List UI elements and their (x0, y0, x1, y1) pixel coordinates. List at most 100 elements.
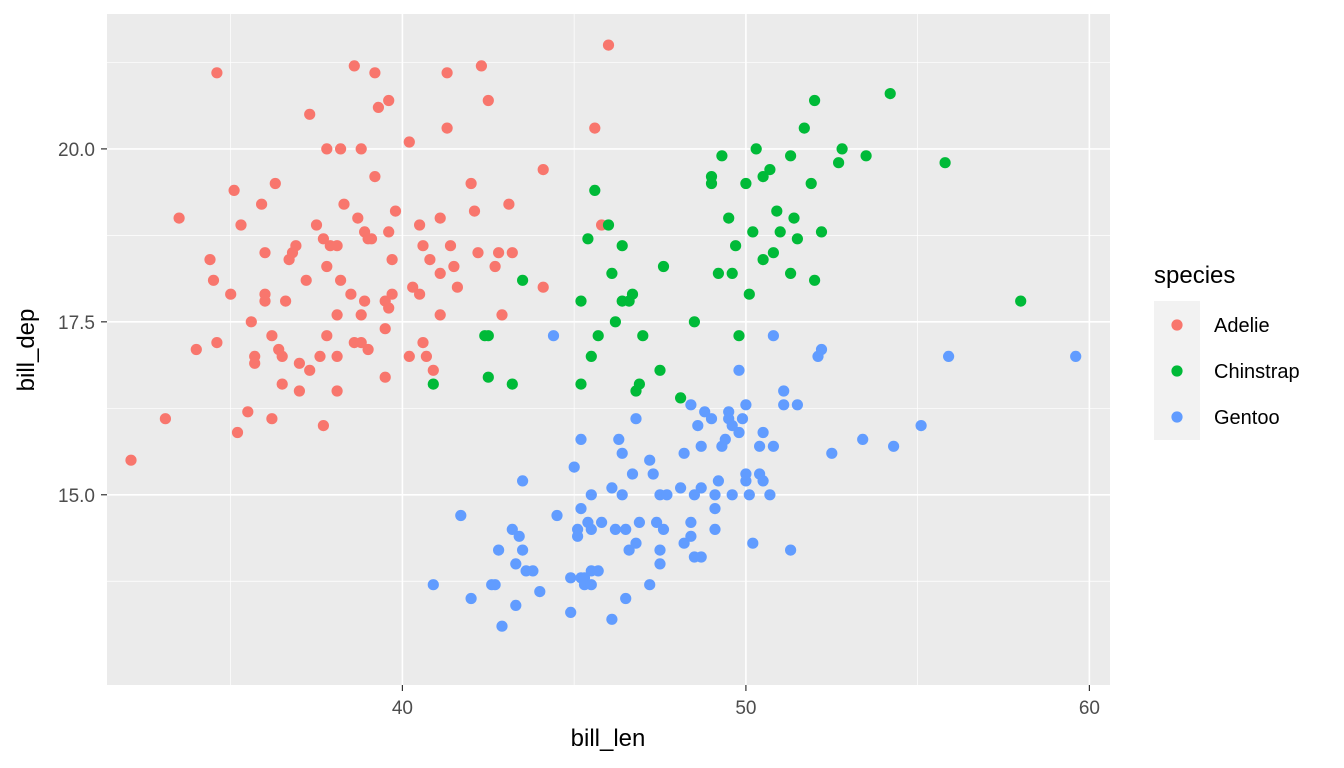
data-point (455, 509, 467, 522)
data-point (585, 579, 597, 591)
data-point (596, 516, 608, 529)
data-point (726, 420, 738, 432)
data-point (791, 233, 804, 245)
data-point (441, 67, 453, 79)
data-point (496, 620, 508, 632)
data-point (547, 330, 560, 342)
data-point (767, 247, 780, 259)
data-point (506, 247, 518, 259)
data-point (764, 164, 776, 176)
data-point (1070, 350, 1082, 362)
data-point (331, 309, 343, 321)
data-point (468, 205, 481, 217)
data-point (534, 586, 546, 598)
data-point (678, 537, 690, 549)
data-point (369, 171, 381, 183)
data-point (709, 489, 721, 501)
data-point (688, 489, 701, 501)
data-point (575, 503, 587, 515)
data-point (609, 523, 622, 536)
data-point (815, 343, 828, 356)
data-point (517, 544, 529, 556)
data-point (633, 516, 646, 529)
data-point (355, 337, 367, 349)
data-point (613, 433, 625, 445)
data-point (414, 219, 426, 231)
data-point (943, 350, 955, 362)
data-point (685, 530, 697, 542)
data-point (705, 413, 718, 425)
data-point (757, 475, 769, 487)
data-point (705, 177, 718, 190)
data-point (293, 385, 305, 397)
data-point (211, 67, 223, 79)
data-point (414, 288, 426, 300)
data-point (798, 122, 810, 134)
data-point (1015, 295, 1027, 307)
data-point (616, 489, 628, 501)
data-point (235, 219, 247, 231)
data-point (884, 88, 896, 100)
data-point (589, 122, 601, 134)
data-point (335, 274, 347, 286)
data-point (331, 350, 343, 362)
data-point (355, 143, 367, 155)
data-point (475, 60, 487, 72)
data-point (592, 565, 604, 577)
y-tick-label: 15.0 (58, 486, 95, 507)
data-point (386, 288, 398, 300)
data-point (644, 579, 656, 591)
data-point (434, 309, 446, 321)
data-point (365, 233, 378, 245)
data-points (125, 39, 1082, 632)
data-point (815, 226, 828, 238)
data-point (383, 94, 395, 107)
data-point (654, 544, 666, 556)
data-point (633, 378, 646, 390)
series-chinstrap (427, 88, 1027, 404)
data-point (606, 613, 618, 625)
legend: species Adelie Chinstrap Gentoo (1154, 262, 1300, 440)
data-point (482, 94, 494, 107)
data-point (785, 150, 797, 162)
data-point (709, 523, 721, 536)
data-point (465, 592, 477, 605)
data-point (606, 267, 618, 279)
data-point (448, 260, 460, 273)
legend-key-chinstrap (1171, 365, 1183, 377)
data-point (657, 260, 670, 273)
data-point (695, 551, 707, 563)
legend-key-gentoo (1171, 411, 1183, 423)
data-point (331, 240, 343, 252)
data-point (712, 475, 725, 487)
data-point (675, 482, 687, 494)
data-point (678, 447, 690, 459)
data-point (321, 260, 333, 273)
data-point (266, 413, 278, 425)
data-point (726, 489, 738, 501)
data-point (654, 558, 666, 570)
data-point (317, 420, 329, 432)
data-point (805, 177, 817, 190)
data-point (616, 240, 628, 252)
data-point (352, 212, 364, 224)
legend-label-adelie: Adelie (1214, 315, 1270, 337)
data-point (565, 572, 577, 584)
data-point (506, 523, 518, 536)
data-point (736, 413, 749, 425)
data-point (685, 399, 697, 411)
data-point (778, 399, 790, 411)
data-point (572, 530, 584, 542)
data-point (335, 143, 347, 155)
legend-title: species (1154, 262, 1235, 289)
data-point (211, 337, 223, 349)
data-point (637, 330, 649, 342)
data-point (359, 295, 371, 307)
series-gentoo (427, 330, 1082, 632)
data-point (537, 281, 549, 293)
legend-label-chinstrap: Chinstrap (1214, 361, 1300, 383)
data-point (695, 482, 707, 494)
data-point (259, 288, 271, 300)
data-point (620, 592, 632, 605)
